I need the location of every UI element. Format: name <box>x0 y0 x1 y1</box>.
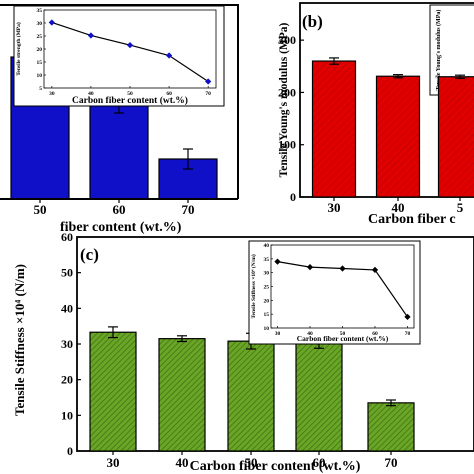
inset-x-axis-label: Carbon fiber content (wt.%) <box>72 95 188 106</box>
y-tick-label-c-10: 10 <box>61 408 73 422</box>
x-tick-label-a-70: 70 <box>182 202 195 217</box>
y-tick-label-c-30: 30 <box>61 337 73 351</box>
panel-c-y-axis-label: Tensile Stiffness ×10⁴ (N/m) <box>12 264 27 416</box>
inset-x-tick-label-60: 60 <box>372 331 378 337</box>
inset-y-tick-label-40: 40 <box>264 243 270 249</box>
inset-x-tick-label-70: 70 <box>205 91 211 97</box>
bar-c-50 <box>227 340 275 452</box>
x-tick-label-a-50: 50 <box>34 202 47 217</box>
panel-c-x-axis-label: Carbon fiber content (wt.%) <box>190 459 361 474</box>
inset-frame <box>13 5 225 107</box>
inset-point-40 <box>306 264 314 271</box>
bar-c-60 <box>295 341 343 452</box>
inset-y-tick-label-15: 15 <box>264 312 270 318</box>
y-tick-label-c-60: 60 <box>61 230 73 244</box>
y-tick-label-c-20: 20 <box>61 373 73 387</box>
inset-y-tick-label-20: 20 <box>264 298 270 304</box>
panel-a: 50 60 70 fiber content (wt.%) 30 40 50 60 70 5 1… <box>0 4 239 235</box>
bar-c-40 <box>158 338 206 452</box>
bar-c-30 <box>89 331 137 452</box>
inset-point-70 <box>205 78 212 85</box>
x-tick-label-c-70: 70 <box>385 455 398 470</box>
x-tick-label-b-30: 30 <box>328 200 341 215</box>
inset-point-60 <box>165 52 173 59</box>
inset-point-30 <box>48 19 55 26</box>
x-tick-label-c-30: 30 <box>107 455 120 470</box>
inset-x-tick-label-40: 40 <box>88 91 94 97</box>
y-tick-label-b-200: 200 <box>278 85 296 99</box>
inset-y-tick-label-5: 5 <box>39 86 42 92</box>
inset-x-tick-label-60: 60 <box>166 91 172 97</box>
inset-y-tick-label-10: 10 <box>37 73 43 79</box>
inset-y-tick-label-35: 35 <box>264 257 270 263</box>
inset-point-30 <box>274 258 281 265</box>
y-tick-label-b-100: 100 <box>278 138 296 152</box>
inset-y-tick-label-15: 15 <box>37 60 43 66</box>
x-tick-label-b-5: 5 <box>457 200 464 215</box>
inset-point-40 <box>87 32 95 39</box>
inset-x-axis-label: Carbon fiber content (wt.%) <box>297 334 389 343</box>
y-tick-label-c-0: 0 <box>67 444 73 458</box>
bar-b-40 <box>375 75 421 198</box>
inset-point-70 <box>404 313 411 321</box>
inset-x-tick-label-50: 50 <box>127 91 133 97</box>
bar-b-5 <box>437 76 474 198</box>
x-tick-label-c-50: 50 <box>245 455 258 470</box>
panel-b-x-axis-label: Carbon fiber c <box>368 212 456 227</box>
inset-y-tick-label-25: 25 <box>37 34 43 40</box>
inset-y-tick-label-35: 35 <box>37 8 43 14</box>
x-tick-label-b-40: 40 <box>392 200 405 215</box>
bar-c-70 <box>367 402 415 452</box>
inset-y-axis-label: Tensile strength (MPa) <box>15 22 22 76</box>
inset-y-tick-label-25: 25 <box>264 285 270 291</box>
y-tick-label-b-300: 300 <box>278 33 296 47</box>
inset-point-60 <box>371 266 379 274</box>
inset-y-tick-label-20: 20 <box>37 47 43 53</box>
panel-b-label: (b) <box>302 12 323 31</box>
inset-y-axis-label: Tensile Stiffness ×10⁴ (N/m) <box>250 254 257 318</box>
inset-x-tick-label-40: 40 <box>307 331 313 337</box>
panel-b-y-axis-label: Tensile Young's modulus (MPa) <box>278 22 290 177</box>
inset-x-tick-label-30: 30 <box>49 91 55 97</box>
inset-y-tick-label-10: 10 <box>264 326 270 332</box>
y-tick-label-c-50: 50 <box>61 266 73 280</box>
inset-x-tick-label-30: 30 <box>275 331 281 337</box>
inset-frame <box>248 240 421 345</box>
panel-a-inset: 30 40 50 60 70 5 10 15 20 25 30 35 Carbon fiber cont… <box>13 5 225 107</box>
inset-point-50 <box>339 265 346 272</box>
y-tick-label-b-0: 0 <box>290 190 296 204</box>
inset-point-50 <box>126 41 134 49</box>
x-tick-label-c-40: 40 <box>176 455 189 470</box>
bar-b-30 <box>311 60 357 198</box>
panel-a-x-axis-label: fiber content (wt.%) <box>60 220 182 235</box>
x-tick-label-c-60: 60 <box>313 455 326 470</box>
inset-y-tick-label-30: 30 <box>37 21 43 27</box>
inset-y-tick-label-30: 30 <box>264 271 270 277</box>
inset-x-tick-label-70: 70 <box>405 331 411 337</box>
panel-a-frame <box>0 4 239 199</box>
inset-x-tick-label-50: 50 <box>340 331 346 337</box>
x-tick-label-a-60: 60 <box>113 202 126 217</box>
panel-b-inset-y-axis-label: Tensile Young's modulus (MPa) <box>435 10 442 91</box>
panel-c-label: (c) <box>80 245 99 264</box>
y-tick-label-c-40: 40 <box>61 301 73 315</box>
panel-b: (b) Tensile Young's modulus (MPa) Tensil… <box>278 2 474 227</box>
panel-c: (c) Tensile Stiffness ×10⁴ (N/m) 0 10 20 30… <box>12 230 474 474</box>
